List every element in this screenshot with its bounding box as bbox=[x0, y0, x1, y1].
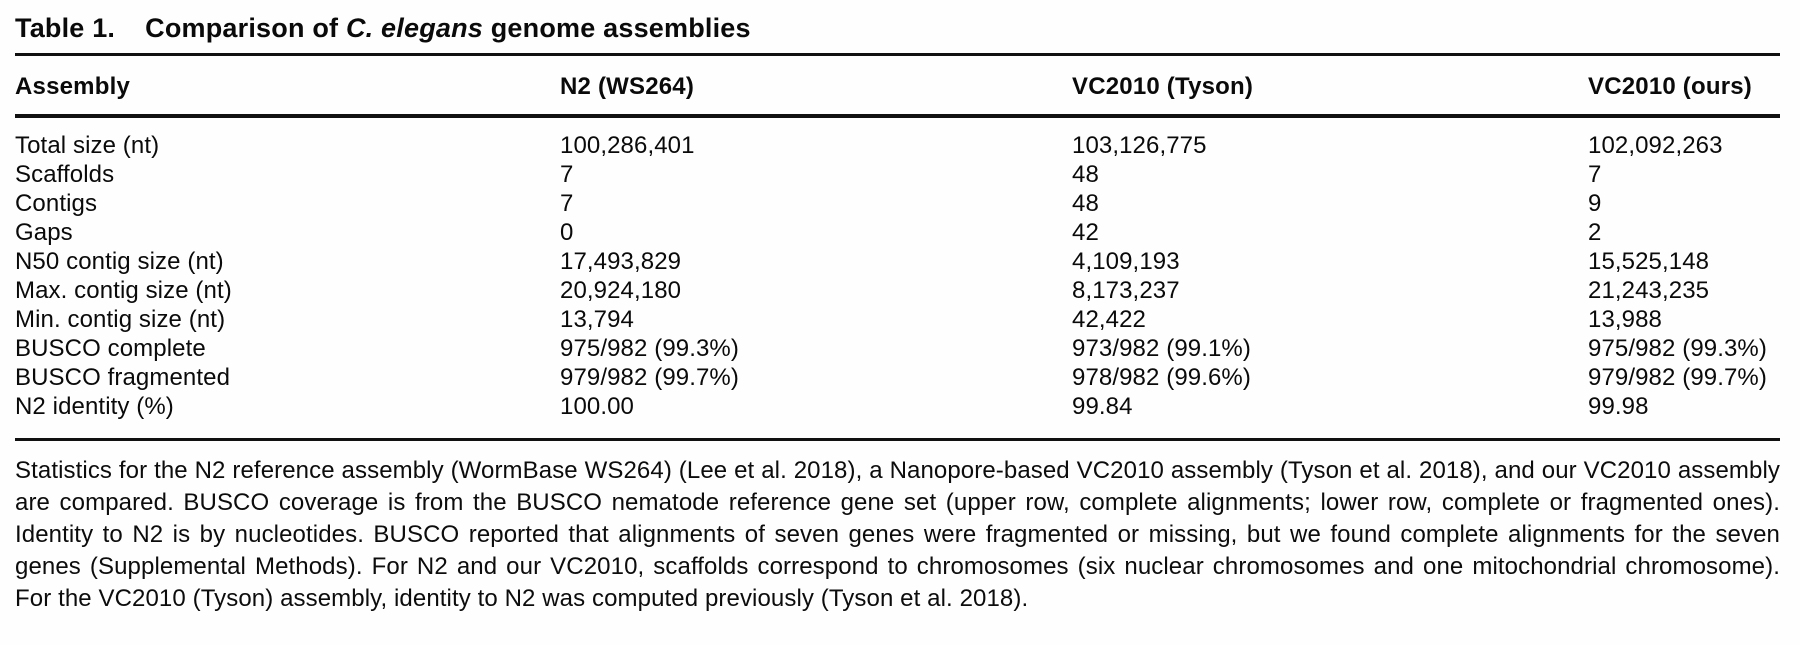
cell-value: 103,126,775 bbox=[1072, 132, 1207, 159]
table-row: Scaffolds 7 48 7 bbox=[15, 160, 1780, 189]
cell-value: 975/982 (99.3%) bbox=[560, 335, 739, 362]
cell-value: 7 bbox=[1588, 161, 1602, 188]
cell-value: 42,422 bbox=[1072, 306, 1147, 333]
column-header-vc2010-tyson: VC2010 (Tyson) bbox=[1072, 73, 1254, 100]
cell-value: 20,924,180 bbox=[560, 277, 682, 304]
cell-value: 2 bbox=[1588, 219, 1602, 246]
cell-value: 979/982 (99.7%) bbox=[560, 364, 739, 391]
row-label: Max. contig size (nt) bbox=[15, 277, 232, 304]
cell-value: 42 bbox=[1072, 219, 1099, 246]
table-footnote: Statistics for the N2 reference assembly… bbox=[15, 457, 1780, 612]
table-row: Min. contig size (nt) 13,794 42,422 13,9… bbox=[15, 305, 1780, 334]
header-rule bbox=[15, 114, 1780, 118]
cell-value: 973/982 (99.1%) bbox=[1072, 335, 1251, 362]
table-row: BUSCO fragmented 979/982 (99.7%) 978/982… bbox=[15, 363, 1780, 392]
column-header-n2-ws264: N2 (WS264) bbox=[560, 73, 695, 100]
cell-value: 4,109,193 bbox=[1072, 248, 1180, 275]
cell-value: 8,173,237 bbox=[1072, 277, 1180, 304]
table-row: N50 contig size (nt) 17,493,829 4,109,19… bbox=[15, 247, 1780, 276]
row-label: Min. contig size (nt) bbox=[15, 306, 226, 333]
row-label: BUSCO fragmented bbox=[15, 364, 231, 391]
cell-value: 99.98 bbox=[1588, 393, 1649, 420]
table-row: BUSCO complete 975/982 (99.3%) 973/982 (… bbox=[15, 334, 1780, 363]
cell-value: 7 bbox=[560, 161, 574, 188]
table-row: Gaps 0 42 2 bbox=[15, 218, 1780, 247]
cell-value: 978/982 (99.6%) bbox=[1072, 364, 1251, 391]
table-title: Table 1. Comparison of C. elegans genome … bbox=[15, 8, 1780, 48]
cell-value: 979/982 (99.7%) bbox=[1588, 364, 1767, 391]
table-body: Total size (nt) 100,286,401 103,126,775 … bbox=[15, 118, 1780, 438]
cell-value: 100,286,401 bbox=[560, 132, 695, 159]
column-header-assembly: Assembly bbox=[15, 73, 130, 100]
row-label: Scaffolds bbox=[15, 161, 115, 188]
row-label: Total size (nt) bbox=[15, 132, 160, 159]
row-label: N50 contig size (nt) bbox=[15, 248, 224, 275]
cell-value: 21,243,235 bbox=[1588, 277, 1710, 304]
cell-value: 0 bbox=[560, 219, 574, 246]
top-rule bbox=[15, 53, 1780, 56]
cell-value: 48 bbox=[1072, 190, 1099, 217]
cell-value: 13,988 bbox=[1588, 306, 1663, 333]
row-label: Contigs bbox=[15, 190, 98, 217]
column-header-vc2010-ours: VC2010 (ours) bbox=[1588, 73, 1752, 100]
table-row: Max. contig size (nt) 20,924,180 8,173,2… bbox=[15, 276, 1780, 305]
row-label: N2 identity (%) bbox=[15, 393, 174, 420]
table-header-row: Assembly N2 (WS264) VC2010 (Tyson) VC201… bbox=[15, 56, 1780, 114]
table-title-species-italic: C. elegans bbox=[345, 13, 484, 43]
table-number-label: Table 1. bbox=[15, 13, 116, 43]
cell-value: 13,794 bbox=[560, 306, 635, 333]
cell-value: 15,525,148 bbox=[1588, 248, 1710, 275]
cell-value: 100.00 bbox=[560, 393, 635, 420]
table-title-prefix: Comparison of bbox=[145, 13, 346, 43]
row-label: Gaps bbox=[15, 219, 73, 246]
table-row: N2 identity (%) 100.00 99.84 99.98 bbox=[15, 392, 1780, 421]
cell-value: 9 bbox=[1588, 190, 1602, 217]
cell-value: 99.84 bbox=[1072, 393, 1133, 420]
table-title-suffix: genome assemblies bbox=[483, 13, 751, 43]
bottom-rule bbox=[15, 438, 1780, 441]
table-container: Table 1. Comparison of C. elegans genome … bbox=[15, 0, 1780, 615]
cell-value: 7 bbox=[560, 190, 574, 217]
table-row: Contigs 7 48 9 bbox=[15, 189, 1780, 218]
cell-value: 975/982 (99.3%) bbox=[1588, 335, 1767, 362]
row-label: BUSCO complete bbox=[15, 335, 206, 362]
table-row: Total size (nt) 100,286,401 103,126,775 … bbox=[15, 131, 1780, 160]
cell-value: 17,493,829 bbox=[560, 248, 682, 275]
cell-value: 102,092,263 bbox=[1588, 132, 1723, 159]
cell-value: 48 bbox=[1072, 161, 1099, 188]
